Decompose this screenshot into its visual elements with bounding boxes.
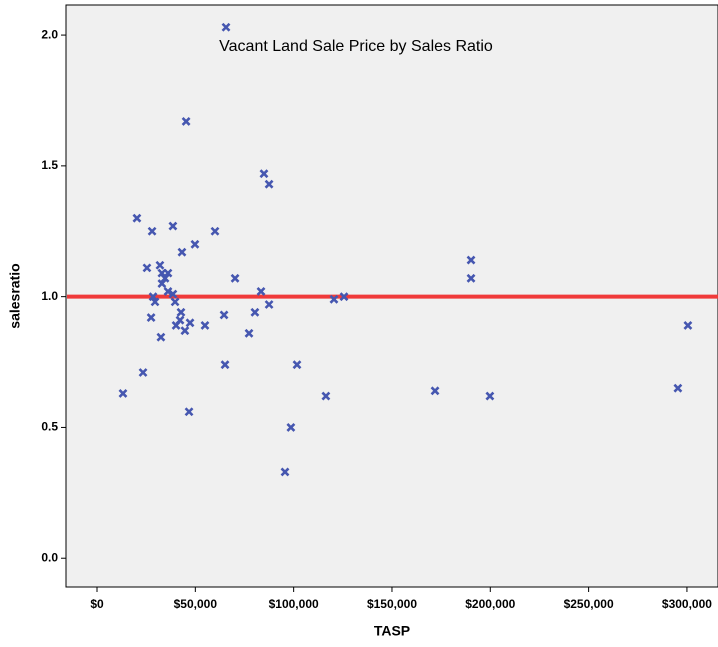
point [259, 169, 269, 179]
point [150, 297, 160, 307]
point [210, 226, 220, 236]
point [230, 273, 240, 283]
point [138, 368, 148, 377]
point [220, 360, 230, 370]
x-tick-label: $50,000 [174, 597, 218, 611]
point [175, 315, 185, 325]
point [286, 423, 296, 432]
x-tick-label: $200,000 [465, 597, 515, 611]
x-tick-label: $300,000 [662, 597, 712, 611]
point [683, 321, 693, 330]
point [177, 247, 187, 257]
point [219, 310, 229, 320]
x-axis-label: TASP [374, 623, 410, 639]
point [157, 279, 167, 288]
point [146, 313, 156, 322]
point [190, 239, 200, 249]
point [142, 263, 152, 273]
x-tick-label: $100,000 [269, 597, 319, 611]
point [200, 321, 210, 330]
point [264, 179, 274, 189]
point [244, 328, 254, 338]
point [168, 221, 178, 231]
point [292, 360, 302, 370]
point [118, 389, 128, 398]
point [466, 255, 476, 265]
point [185, 318, 195, 328]
point [329, 294, 339, 304]
x-tick-label: $150,000 [367, 597, 417, 611]
point [168, 289, 178, 299]
point [181, 116, 191, 126]
point [170, 297, 180, 307]
point [250, 307, 260, 317]
point [221, 22, 231, 32]
point [485, 391, 495, 401]
point [184, 407, 194, 417]
point [466, 273, 476, 283]
point [280, 467, 290, 477]
point [264, 300, 274, 309]
y-tick-label: 0.5 [41, 420, 58, 434]
point [673, 383, 683, 393]
point [148, 292, 158, 302]
y-axis-label: salesratio [7, 263, 23, 328]
x-tick-label: $250,000 [564, 597, 614, 611]
y-tick-label: 1.0 [41, 289, 58, 303]
point [132, 213, 142, 223]
y-tick-label: 0.0 [41, 550, 58, 564]
point [321, 391, 331, 401]
y-tick-label: 2.0 [41, 27, 58, 41]
point [176, 307, 186, 317]
point [147, 226, 157, 236]
point [163, 268, 173, 278]
point [430, 386, 440, 396]
point [155, 260, 165, 270]
point [339, 292, 349, 302]
point [156, 332, 166, 342]
point [180, 326, 190, 336]
point [160, 273, 170, 283]
y-tick-label: 1.5 [41, 158, 58, 172]
x-tick-label: $0 [90, 597, 104, 611]
point [256, 287, 266, 296]
chart-title: Vacant Land Sale Price by Sales Ratio [219, 38, 493, 55]
point [163, 287, 173, 296]
